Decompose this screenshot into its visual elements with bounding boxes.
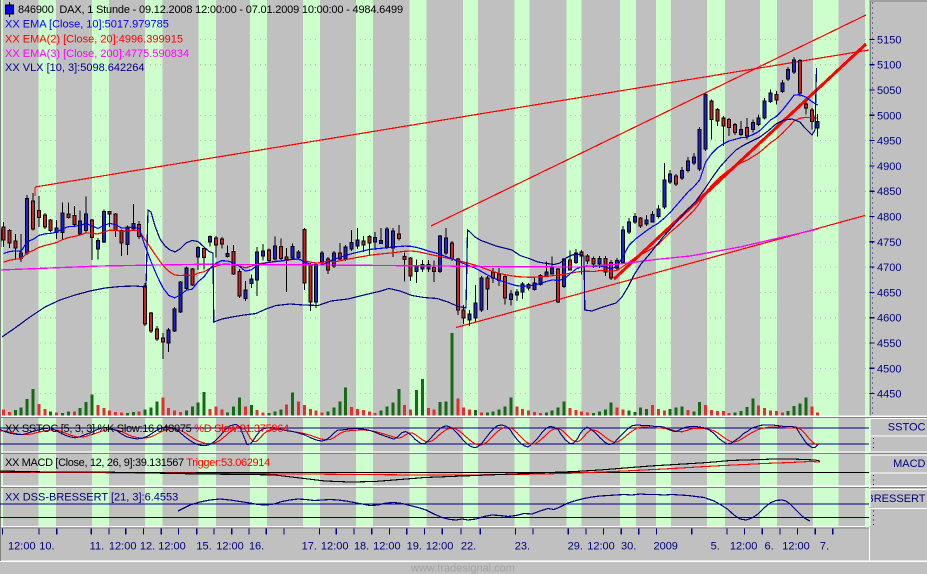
svg-text:4600: 4600 xyxy=(877,313,901,325)
svg-text:12:00: 12:00 xyxy=(782,541,810,553)
svg-text:2009: 2009 xyxy=(653,541,677,553)
svg-text:12:00: 12:00 xyxy=(8,541,36,553)
svg-text:XX VLX [10, 3]:5098.642264: XX VLX [10, 3]:5098.642264 xyxy=(5,62,144,74)
svg-text:4450: 4450 xyxy=(877,389,901,401)
svg-text:12:00: 12:00 xyxy=(426,541,454,553)
svg-text:12:00: 12:00 xyxy=(321,541,349,553)
svg-text:4950: 4950 xyxy=(877,136,901,148)
svg-text:XX DSS-BRESSERT [21, 3]:6.4553: XX DSS-BRESSERT [21, 3]:6.4553 xyxy=(5,492,178,504)
svg-text:www.tradesignal.com: www.tradesignal.com xyxy=(410,563,515,574)
svg-text:12:00: 12:00 xyxy=(587,541,615,553)
svg-text:12:00: 12:00 xyxy=(730,541,758,553)
svg-text:4750: 4750 xyxy=(877,237,901,249)
svg-text:5100: 5100 xyxy=(877,60,901,72)
svg-text:6.: 6. xyxy=(765,541,774,553)
svg-text:10.: 10. xyxy=(39,541,54,553)
svg-text:29.: 29. xyxy=(568,541,583,553)
svg-text:5.: 5. xyxy=(711,541,720,553)
svg-text:22.: 22. xyxy=(461,541,476,553)
svg-text:16.: 16. xyxy=(249,541,264,553)
svg-text:5050: 5050 xyxy=(877,85,901,97)
svg-text:7.: 7. xyxy=(820,541,829,553)
svg-text:18.: 18. xyxy=(354,541,369,553)
svg-text:XX EMA [Close, 10]:5017.979785: XX EMA [Close, 10]:5017.979785 xyxy=(5,19,169,31)
svg-text:4500: 4500 xyxy=(877,363,901,375)
svg-text:12:00: 12:00 xyxy=(158,541,186,553)
svg-text:4700: 4700 xyxy=(877,262,901,274)
svg-text:5000: 5000 xyxy=(877,110,901,122)
svg-text:12:00: 12:00 xyxy=(109,541,137,553)
svg-text:DSS-BRESSERT: DSS-BRESSERT xyxy=(840,493,926,505)
svg-text:4550: 4550 xyxy=(877,338,901,350)
svg-text:4800: 4800 xyxy=(877,212,901,224)
svg-text:5150: 5150 xyxy=(877,34,901,46)
svg-text:15.: 15. xyxy=(196,541,211,553)
svg-text:846900 DAX, 1 Stunde - 09.12.: 846900 DAX, 1 Stunde - 09.12.2008 12:00:… xyxy=(18,4,403,16)
svg-text:17.: 17. xyxy=(302,541,317,553)
svg-text:4900: 4900 xyxy=(877,161,901,173)
svg-text:12:00: 12:00 xyxy=(373,541,401,553)
svg-text:4650: 4650 xyxy=(877,287,901,299)
svg-text:12:00: 12:00 xyxy=(216,541,244,553)
svg-text:XX SSTOC [5, 3, 3] %K Slow:16.: XX SSTOC [5, 3, 3] %K Slow:16.043075 %D … xyxy=(5,423,289,435)
svg-text:12.: 12. xyxy=(140,541,155,553)
svg-text:4850: 4850 xyxy=(877,186,901,198)
svg-text:XX EMA(2) [Close, 20]:4996.399: XX EMA(2) [Close, 20]:4996.399915 xyxy=(5,33,183,45)
svg-text:11.: 11. xyxy=(90,541,104,553)
svg-text:XX MACD [Close, 12, 26, 9]:39.: XX MACD [Close, 12, 26, 9]:39.131567 Tri… xyxy=(5,457,270,469)
svg-text:30.: 30. xyxy=(621,541,636,553)
svg-text:XX EMA(3) [Close, 200]:4775.59: XX EMA(3) [Close, 200]:4775.590834 xyxy=(5,48,189,60)
svg-text:MACD: MACD xyxy=(893,458,925,470)
svg-text:SSTOC: SSTOC xyxy=(888,422,926,434)
svg-text:23.: 23. xyxy=(515,541,530,553)
svg-text:19.: 19. xyxy=(407,541,422,553)
